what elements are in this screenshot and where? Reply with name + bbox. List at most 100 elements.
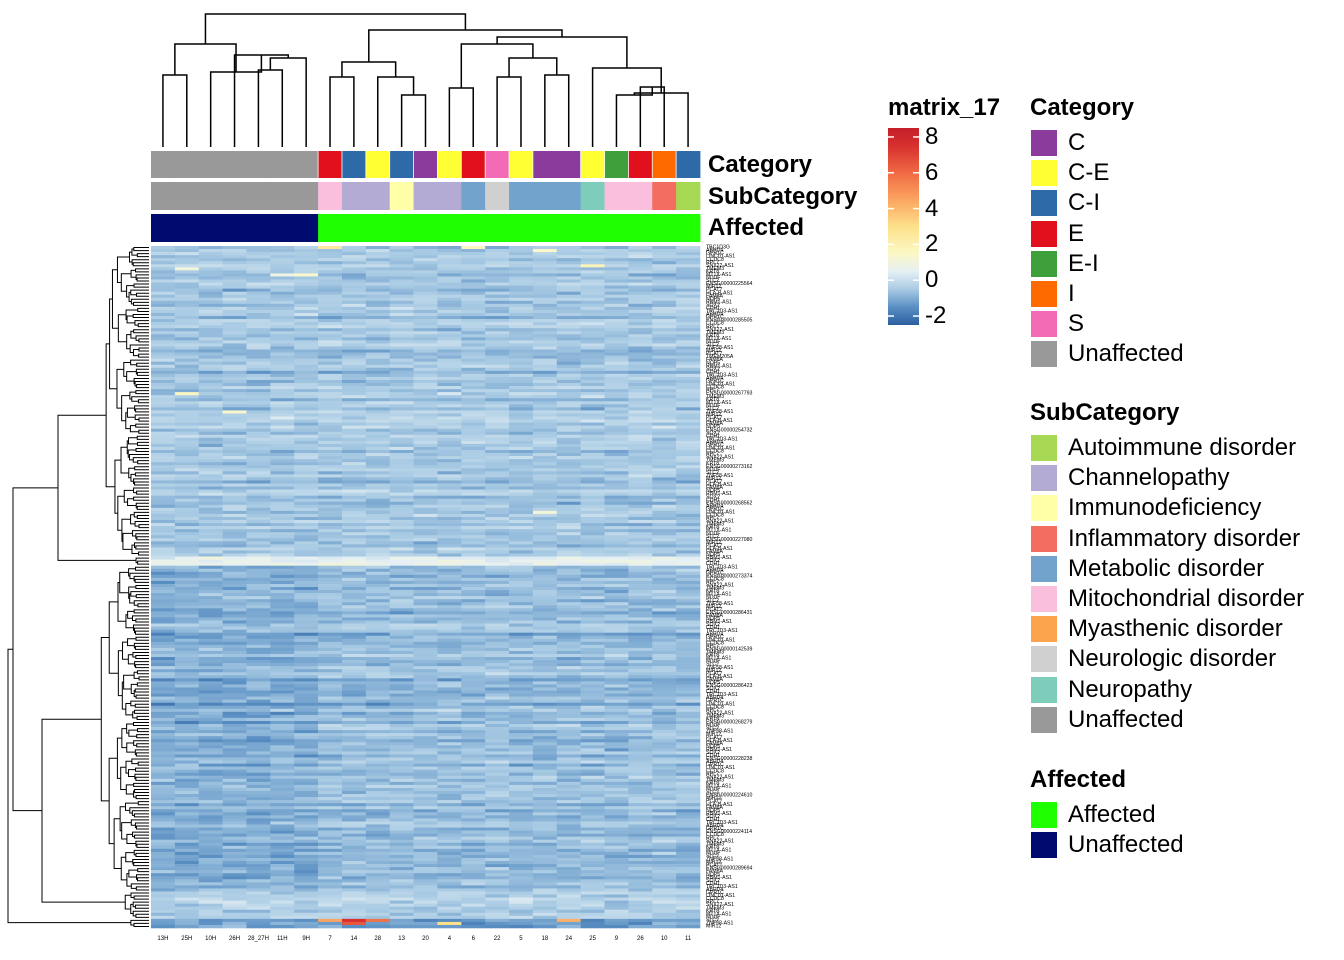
heatmap-cell [174, 261, 200, 265]
heatmap-cell [676, 416, 701, 420]
dendrogram-branch [126, 285, 135, 298]
heatmap-cell [246, 790, 271, 795]
heatmap-cell [365, 349, 390, 353]
heatmap-cell [389, 717, 414, 722]
heatmap-cell [365, 742, 390, 746]
heatmap-cell [628, 306, 653, 311]
heatmap-cell [652, 830, 677, 834]
heatmap-cell [318, 404, 343, 408]
heatmap-cell [246, 492, 271, 496]
heatmap-cell [437, 547, 462, 551]
heatmap-cell [604, 498, 629, 503]
heatmap-cell [628, 717, 653, 722]
heatmap-cell [532, 300, 558, 305]
heatmap-cell [365, 787, 390, 792]
heatmap-cell [580, 379, 605, 384]
heatmap-cell [580, 693, 605, 697]
heatmap-cell [365, 270, 390, 274]
heatmap-cell [604, 495, 629, 499]
heatmap-cell [485, 325, 510, 329]
heatmap-cell [222, 358, 247, 362]
heatmap-cell [485, 349, 510, 353]
heatmap-cell [151, 669, 176, 673]
heatmap-cell [437, 812, 462, 816]
heatmap-cell [246, 672, 271, 676]
heatmap-cell [389, 672, 414, 676]
heatmap-cell [389, 419, 414, 423]
annotation-cell-category [556, 151, 582, 178]
heatmap-cell [341, 757, 367, 761]
heatmap-cell [652, 720, 677, 725]
heatmap-cell [437, 349, 462, 353]
heatmap-cell [437, 516, 462, 521]
heatmap-cell [413, 258, 438, 262]
dendrogram-branch [448, 87, 474, 147]
heatmap-cell [341, 520, 367, 524]
heatmap-cell [437, 751, 462, 755]
heatmap-cell [485, 693, 510, 697]
heatmap-cell [270, 504, 295, 509]
dendrogram-branch [108, 601, 119, 674]
annotation-cell-category [270, 151, 295, 178]
dendrogram-branch [132, 262, 149, 267]
heatmap-cell [389, 383, 414, 387]
heatmap-cell [437, 614, 462, 618]
heatmap-cell [198, 705, 223, 710]
annotation-cell-subcategory [676, 182, 701, 210]
dendrogram-branch [130, 473, 136, 482]
heatmap-cell [389, 687, 414, 691]
heatmap-cell [437, 635, 462, 640]
heatmap-cell [509, 459, 534, 463]
heatmap-cell [198, 745, 223, 749]
heatmap-cell [318, 520, 343, 524]
heatmap-cell [676, 724, 701, 728]
heatmap-cell [270, 629, 295, 633]
heatmap-cell [365, 809, 390, 813]
heatmap-cell [365, 419, 390, 423]
heatmap-cell [556, 626, 581, 630]
heatmap-cell [556, 279, 581, 283]
heatmap-cell [485, 678, 510, 682]
heatmap-cell [174, 282, 200, 286]
heatmap-cell [365, 830, 390, 834]
heatmap-cell [270, 720, 295, 725]
heatmap-cell [652, 693, 677, 697]
heatmap-cell [341, 389, 367, 393]
heatmap-cell [174, 614, 200, 618]
heatmap-cell [318, 282, 343, 286]
heatmap-cell [604, 325, 629, 329]
heatmap-cell [341, 821, 367, 825]
heatmap-cell [151, 258, 176, 262]
heatmap-cell [437, 309, 462, 314]
heatmap-cell [246, 815, 271, 819]
heatmap-cell [365, 711, 390, 716]
heatmap-cell [509, 681, 534, 685]
heatmap-cell [652, 306, 677, 311]
heatmap-cell [676, 370, 701, 375]
heatmap-cell [485, 553, 510, 557]
heatmap-cell [556, 803, 581, 807]
heatmap-cell [509, 577, 534, 582]
heatmap-cell [437, 483, 462, 487]
heatmap-cell [151, 532, 176, 536]
heatmap-cell [246, 340, 271, 344]
heatmap-cell [294, 325, 319, 329]
dendrogram-branch [135, 274, 149, 280]
heatmap-cell [676, 583, 701, 588]
heatmap-cell [509, 453, 534, 457]
heatmap-cell [461, 675, 486, 679]
heatmap-cell [246, 845, 271, 850]
heatmap-cell [389, 486, 414, 490]
heatmap-cell [437, 593, 462, 597]
heatmap-cell [437, 724, 462, 728]
heatmap-cell [318, 337, 343, 341]
heatmap-cell [676, 730, 701, 734]
heatmap-cell [509, 626, 534, 630]
heatmap-cell [652, 580, 677, 585]
heatmap-cell [556, 632, 581, 637]
heatmap-cell [556, 413, 581, 417]
heatmap-cell [294, 422, 319, 426]
heatmap-cell [676, 647, 701, 652]
heatmap-cell [318, 772, 343, 777]
heatmap-cell [652, 413, 677, 417]
